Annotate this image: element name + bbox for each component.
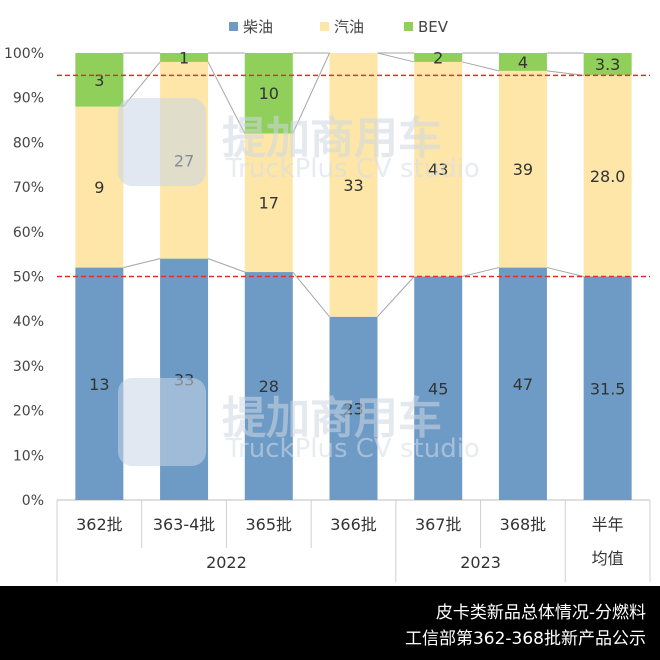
bar-segment-diesel-2: [244, 272, 293, 500]
y-tick-label: 0%: [22, 493, 44, 509]
stacked-bar-chart: 0%10%20%30%40%50%60%70%80%90%100%1393332…: [4, 18, 651, 582]
data-label: 9: [94, 178, 104, 197]
bar-segment-gasoline-2: [244, 133, 293, 273]
x-category-label: 366批: [330, 515, 377, 534]
y-tick-label: 70%: [13, 180, 44, 196]
x-category-label: 半年: [592, 515, 624, 534]
data-label: 45: [428, 379, 448, 398]
bar-segment-bev-5: [498, 53, 547, 71]
data-label: 28.0: [590, 167, 626, 186]
bar-segment-gasoline-6: [583, 75, 632, 277]
y-tick-label: 30%: [13, 359, 44, 375]
bar-segment-bev-4: [414, 53, 463, 62]
data-label: 4: [518, 53, 528, 72]
x-category-label: 368批: [500, 515, 547, 534]
legend-label: BEV: [418, 18, 449, 36]
bar-segment-gasoline-3: [329, 53, 378, 317]
y-tick-label: 80%: [13, 135, 44, 151]
data-label: 3.3: [595, 55, 620, 74]
x-category-label: 367批: [415, 515, 462, 534]
y-tick-label: 60%: [13, 225, 44, 241]
y-tick-label: 100%: [4, 46, 44, 62]
series-connector-line: [377, 52, 415, 63]
bar-segment-gasoline-4: [414, 61, 463, 277]
y-tick-label: 10%: [13, 448, 44, 464]
y-tick-label: 20%: [13, 404, 44, 420]
bar-segment-bev-1: [160, 53, 209, 62]
x-category-label: 363-4批: [153, 515, 216, 534]
bar-segment-bev-2: [244, 53, 293, 134]
data-label: 3: [94, 71, 104, 90]
bar-segment-diesel-6: [583, 276, 632, 500]
data-label: 10: [259, 84, 279, 103]
data-label: 47: [513, 375, 533, 394]
data-label: 39: [513, 160, 533, 179]
legend-label: 柴油: [243, 18, 273, 36]
x-category-label: 362批: [76, 515, 123, 534]
footer-line-1: 皮卡类新品总体情况-分燃料: [435, 603, 646, 623]
bar-segment-diesel-5: [498, 267, 547, 500]
y-tick-label: 90%: [13, 91, 44, 107]
series-connector-line: [462, 61, 500, 72]
bar-segment-bev-0: [75, 53, 124, 107]
data-label: 43: [428, 160, 448, 179]
legend-swatch: [229, 22, 238, 31]
series-connector-line: [292, 52, 330, 134]
y-tick-label: 50%: [13, 270, 44, 286]
series-connector-line: [546, 267, 584, 277]
bar-segment-gasoline-5: [498, 70, 547, 268]
series-connector-line: [292, 271, 330, 318]
bar-segment-gasoline-0: [75, 106, 124, 268]
series-connector-line: [207, 61, 246, 134]
bar-segment-diesel-4: [414, 276, 463, 500]
series-connector-line: [377, 276, 415, 318]
legend-swatch: [320, 22, 329, 31]
series-connector-line: [122, 61, 161, 107]
data-label: 33: [174, 370, 194, 389]
data-label: 33: [343, 176, 363, 195]
data-label: 28: [259, 377, 279, 396]
data-label: 1: [179, 48, 189, 67]
series-connector-line: [123, 258, 161, 269]
footer-caption: 皮卡类新品总体情况-分燃料 工信部第362-368批新产品公示: [0, 586, 660, 660]
legend-label: 汽油: [334, 18, 364, 36]
data-label: 31.5: [590, 379, 626, 398]
x-category-label: 365批: [246, 515, 293, 534]
legend-swatch: [404, 22, 413, 31]
bar-segment-diesel-0: [75, 267, 124, 500]
data-label: 23: [343, 399, 363, 418]
x-group-label: 2023: [460, 553, 501, 572]
series-connector-line: [462, 267, 500, 277]
footer-line-2: 工信部第362-368批新产品公示: [404, 629, 646, 649]
x-group-label: 2022: [206, 553, 247, 572]
bar-segment-bev-6: [583, 53, 632, 76]
data-label: 27: [174, 151, 194, 170]
x-category-label: 均值: [592, 549, 624, 568]
data-label: 13: [89, 375, 109, 394]
data-label: 17: [259, 194, 279, 213]
data-label: 2: [433, 48, 443, 67]
y-tick-label: 40%: [13, 314, 44, 330]
bar-segment-diesel-3: [329, 316, 378, 500]
series-connector-line: [207, 258, 245, 273]
